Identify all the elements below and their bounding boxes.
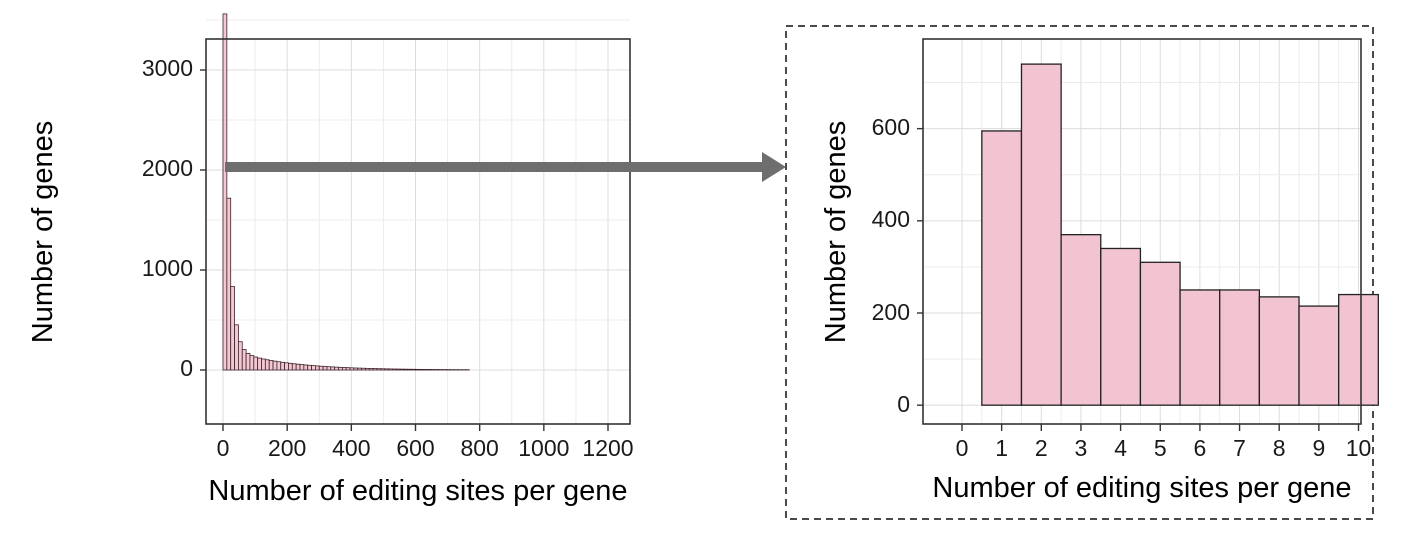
svg-text:Number of genes: Number of genes [820,121,852,343]
svg-text:Number of genes: Number of genes [27,121,59,343]
svg-text:10: 10 [1346,435,1372,461]
svg-text:400: 400 [332,435,370,461]
svg-text:1000: 1000 [142,255,193,281]
svg-text:3000: 3000 [142,55,193,81]
svg-text:1200: 1200 [582,435,633,461]
svg-text:0: 0 [956,435,969,461]
svg-text:0: 0 [897,391,910,417]
svg-text:5: 5 [1154,435,1167,461]
svg-text:0: 0 [180,355,193,381]
svg-text:200: 200 [872,299,910,325]
svg-text:8: 8 [1273,435,1286,461]
svg-text:Number of editing sites per ge: Number of editing sites per gene [208,475,627,507]
svg-text:400: 400 [872,206,910,232]
svg-text:2: 2 [1035,435,1048,461]
svg-text:600: 600 [872,114,910,140]
svg-text:1000: 1000 [518,435,569,461]
svg-text:600: 600 [396,435,434,461]
svg-text:3: 3 [1075,435,1088,461]
svg-text:0: 0 [217,435,230,461]
svg-text:800: 800 [460,435,498,461]
svg-text:200: 200 [268,435,306,461]
svg-text:7: 7 [1233,435,1246,461]
svg-text:Number of editing sites per ge: Number of editing sites per gene [932,472,1351,504]
svg-text:1: 1 [995,435,1008,461]
svg-text:4: 4 [1114,435,1127,461]
svg-text:6: 6 [1194,435,1207,461]
svg-text:2000: 2000 [142,155,193,181]
svg-text:9: 9 [1312,435,1325,461]
